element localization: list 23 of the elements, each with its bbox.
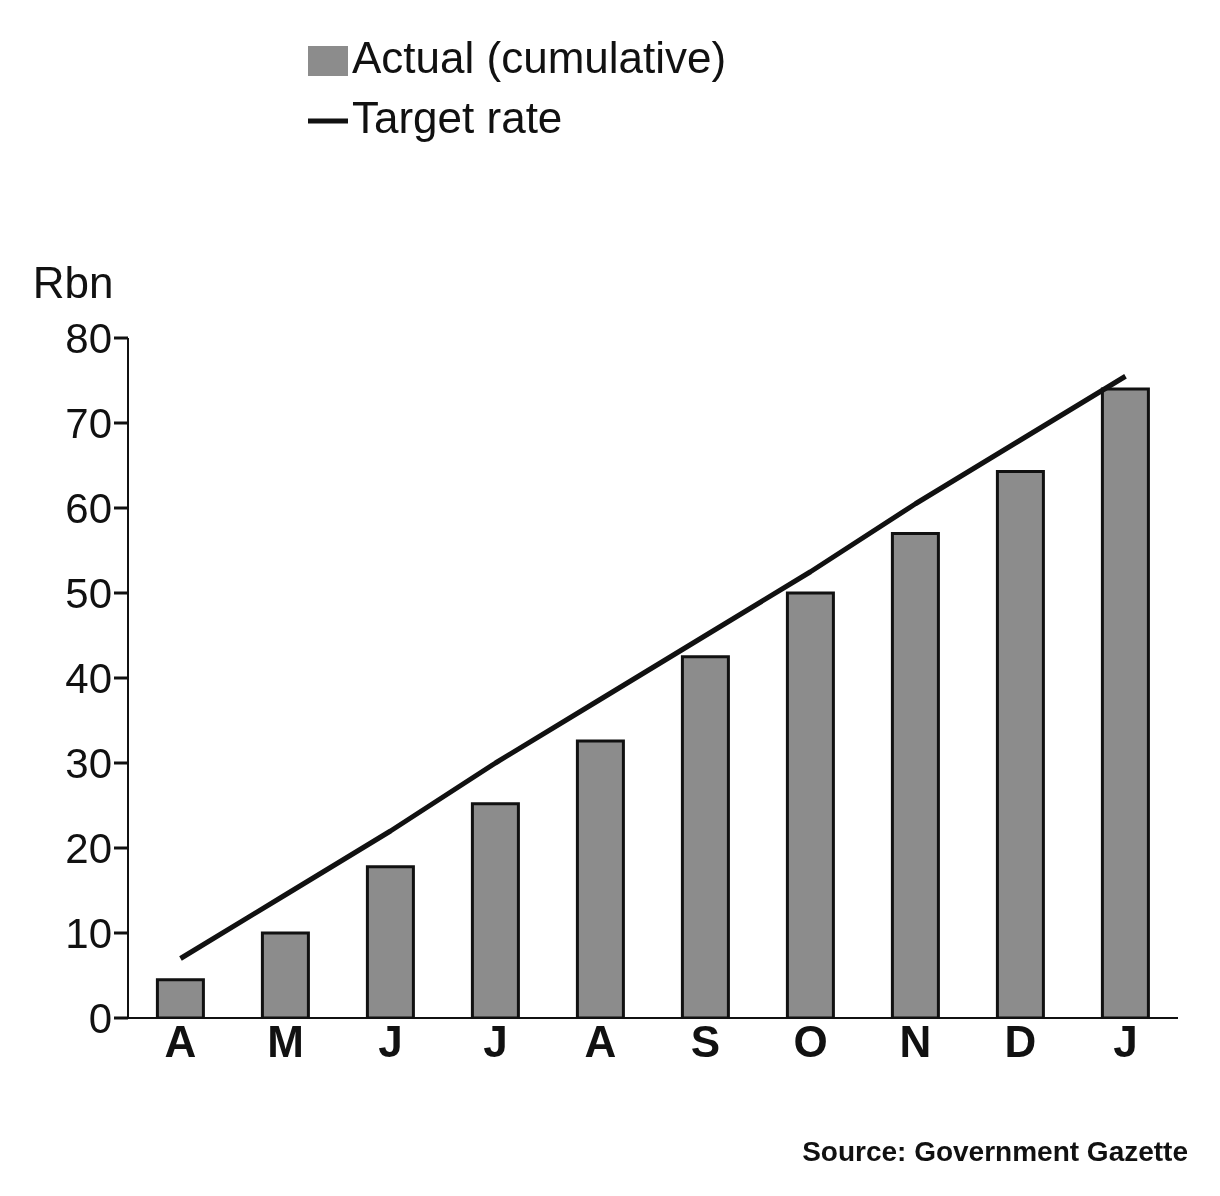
x-tick-label: M — [267, 1017, 304, 1067]
legend-label: Target rate — [352, 93, 563, 142]
x-tick-label: A — [584, 1017, 617, 1067]
source-note: Source: Government Gazette — [802, 1136, 1188, 1168]
x-tick-label: S — [690, 1017, 721, 1067]
x-tick-label: J — [1113, 1017, 1138, 1067]
y-tick-label: 40 — [65, 654, 112, 702]
x-tick-label: D — [1004, 1017, 1037, 1067]
y-tick-label: 60 — [65, 484, 112, 532]
y-tick-label: 20 — [65, 824, 112, 872]
x-tick-label: O — [793, 1017, 828, 1067]
x-tick-label: J — [483, 1017, 508, 1067]
y-tick-label: 10 — [65, 909, 112, 957]
y-axis-title: Rbn — [32, 258, 114, 307]
y-tick-label: 0 — [88, 994, 112, 1042]
x-tick-label: A — [164, 1017, 197, 1067]
y-tick-label: 50 — [65, 569, 112, 617]
y-tick-label: 30 — [65, 739, 112, 787]
legend-label: Actual (cumulative) — [352, 33, 727, 82]
y-tick-label: 70 — [65, 399, 112, 447]
y-tick-label: 80 — [65, 314, 112, 362]
x-tick-label: J — [378, 1017, 403, 1067]
x-tick-label: N — [899, 1017, 932, 1067]
